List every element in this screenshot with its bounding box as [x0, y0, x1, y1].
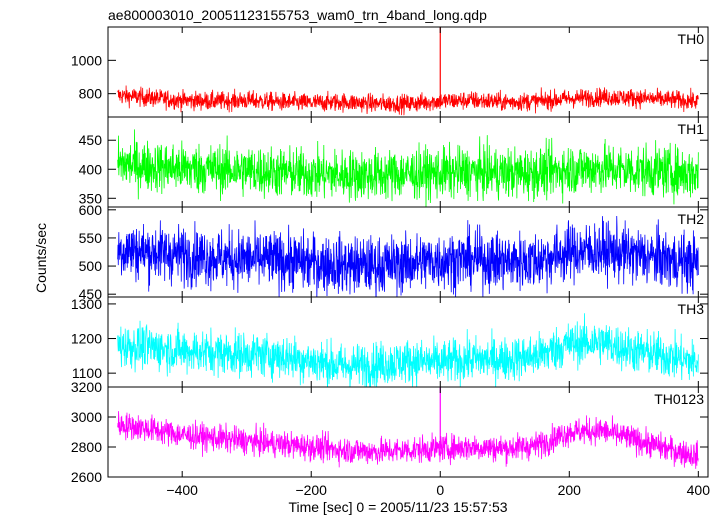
y-tick-label: 1300 [71, 296, 102, 312]
panel-th3: 1100 1200 1300 TH3 [71, 296, 709, 388]
panel-label-th2: TH2 [678, 211, 705, 227]
chart-title: ae800003010_20051123155753_wam0_trn_4ban… [108, 7, 487, 23]
panel-label-th1: TH1 [678, 121, 705, 137]
x-tick-label: −200 [295, 482, 327, 498]
y-tick-label: 2800 [71, 439, 102, 455]
y-tick-label: 800 [79, 86, 103, 102]
series-line-th3 [117, 313, 699, 387]
series-line-th0 [117, 85, 699, 116]
panel-th0123: 2600 2800 3000 3200 TH0123 [71, 379, 709, 485]
panel-label-th3: TH3 [678, 301, 705, 317]
y-tick-label: 1100 [72, 365, 102, 381]
series-line-th1 [117, 129, 699, 207]
x-axis-label: Time [sec] 0 = 2005/11/23 15:57:53 [288, 499, 507, 515]
y-tick-label: 3000 [71, 409, 102, 425]
x-tick-label: −400 [166, 482, 198, 498]
panel-label-th0: TH0 [678, 31, 705, 47]
x-tick-label: 400 [687, 482, 711, 498]
series-line-th0123 [117, 411, 699, 469]
y-tick-label: 2600 [71, 469, 102, 485]
y-tick-label: 550 [79, 230, 103, 246]
panel-label-th0123: TH0123 [654, 391, 704, 407]
y-tick-label: 500 [79, 258, 103, 274]
y-tick-label: 450 [79, 132, 103, 148]
panel-th1: 350 400 450 TH1 [79, 116, 709, 208]
y-tick-label: 400 [79, 161, 103, 177]
x-axis-tick-labels: −400 −200 0 200 400 [166, 482, 710, 498]
y-tick-label: 1000 [71, 52, 102, 68]
panel-frame-th0123 [107, 386, 709, 478]
x-tick-label: 0 [436, 482, 444, 498]
y-tick-label: 350 [79, 190, 103, 206]
series-line-th2 [117, 215, 699, 297]
y-axis-label: Counts/sec [33, 223, 49, 293]
y-tick-label: 600 [79, 202, 103, 218]
y-tick-label: 450 [79, 286, 103, 302]
y-tick-label: 3200 [71, 379, 102, 395]
panels-group: 800 1000 TH0 350 400 450 TH1 450 500 550 600 TH2 110… [71, 26, 709, 485]
panel-th0: 800 1000 TH0 [71, 26, 709, 118]
y-tick-label: 1200 [71, 331, 102, 347]
panel-th2: 450 500 550 600 TH2 [79, 202, 709, 302]
x-tick-label: 200 [558, 482, 582, 498]
